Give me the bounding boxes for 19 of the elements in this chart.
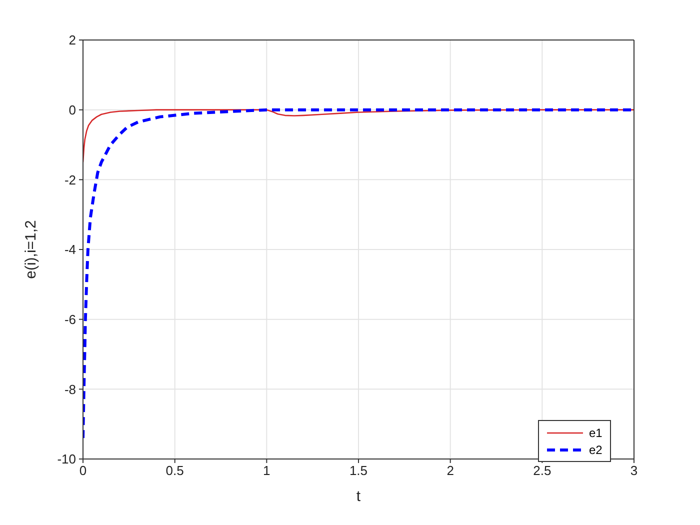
x-tick-label: 0.5 (166, 463, 184, 478)
x-tick-label: 0 (79, 463, 87, 478)
legend-label: e2 (589, 442, 602, 456)
x-axis-title: t (356, 488, 362, 505)
y-tick-label: 2 (68, 32, 76, 48)
x-tick-label: 1.5 (349, 463, 368, 478)
y-tick-label: -6 (64, 312, 76, 327)
y-tick-label: -2 (64, 172, 76, 188)
y-tick-label: -10 (57, 452, 76, 467)
line-series (83, 108, 634, 440)
y-tick-label: 0 (68, 102, 76, 118)
legend-label: e1 (589, 426, 602, 440)
y-tick-label: -8 (64, 382, 76, 397)
x-tick-label: 3 (630, 463, 638, 478)
x-tick-label: 2.5 (533, 463, 552, 478)
x-tick-label: 1 (263, 463, 270, 478)
y-axis-title: e(i),i=1,2 (22, 220, 40, 279)
y-tick-label: -4 (64, 242, 76, 258)
x-tick-label: 2 (446, 463, 454, 478)
